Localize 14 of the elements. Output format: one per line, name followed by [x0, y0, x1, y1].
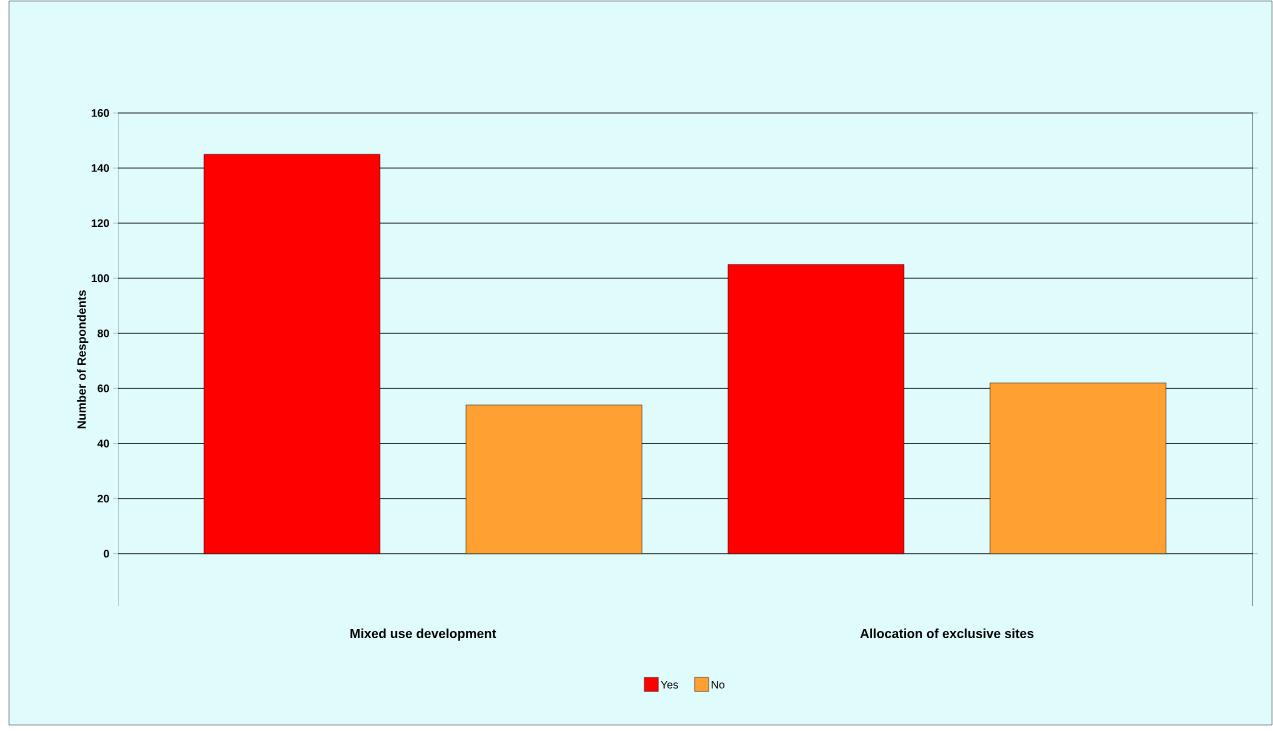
y-tick-label: 60 [97, 384, 110, 393]
y-tick-label: 80 [97, 329, 110, 338]
y-axis-title: Number of Respondents [77, 290, 89, 429]
y-tick-label: 140 [91, 164, 110, 172]
legend-label: Yes [660, 680, 679, 689]
x-tick-label: Mixed use development [350, 628, 497, 641]
x-tick-label: Allocation of exclusive sites [860, 628, 1034, 639]
y-tick-label: 100 [91, 274, 110, 283]
y-tick-label: 120 [91, 219, 110, 228]
y-tick-label: 160 [91, 109, 110, 117]
y-tick-label: 0 [103, 549, 110, 558]
y-tick-label: 40 [97, 439, 110, 448]
y-tick-label: 20 [97, 494, 110, 503]
legend-label: No [711, 680, 725, 689]
